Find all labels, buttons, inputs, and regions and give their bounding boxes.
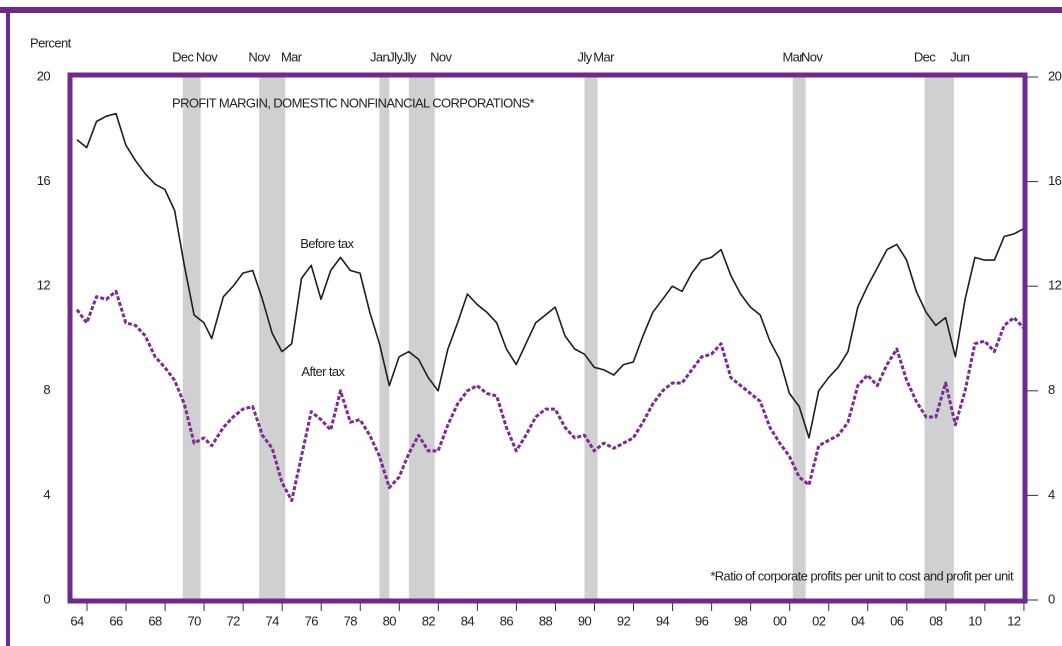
recession-end-label: Jly: [388, 49, 403, 64]
x-tick-label: 78: [344, 613, 358, 628]
y2-tick-label: 20: [1048, 68, 1062, 83]
series-line: [75, 289, 1025, 503]
recession-end-label: Jun: [950, 49, 970, 64]
recession-end-label: Nov: [430, 49, 452, 64]
x-tick-label: 02: [812, 613, 826, 628]
x-tick-label: 70: [187, 613, 201, 628]
recession-band: [584, 73, 598, 603]
recession-end-label: Nov: [196, 49, 218, 64]
recession-layer: [182, 73, 954, 603]
chart-title: PROFIT MARGIN, DOMESTIC NONFINANCIAL COR…: [172, 95, 534, 110]
top-border: [0, 7, 1062, 13]
recession-start-label: Dec: [172, 49, 194, 64]
x-tick-label: 76: [305, 613, 319, 628]
recession-start-label: Dec: [914, 49, 936, 64]
y-tick-label: 0: [43, 591, 50, 606]
x-tick-label: 82: [422, 613, 436, 628]
recession-band: [182, 73, 201, 603]
y-axis-label: Percent: [30, 35, 72, 50]
recession-band: [379, 73, 390, 603]
y2-tick-label: 0: [1048, 591, 1055, 606]
x-tick-label: 86: [500, 613, 514, 628]
series-layer: [75, 112, 1025, 503]
recession-end-label: Mar: [593, 49, 615, 64]
y2-tick-label: 12: [1048, 278, 1062, 293]
x-tick-label: 92: [617, 613, 631, 628]
recession-start-label: Jly: [402, 49, 417, 64]
x-tick-label: 72: [227, 613, 241, 628]
recession-band: [792, 73, 806, 603]
recession-start-label: Jly: [577, 49, 592, 64]
x-tick-label: 04: [851, 613, 865, 628]
x-tick-label: 00: [773, 613, 787, 628]
x-tick-label: 90: [578, 613, 592, 628]
y-tick-label: 20: [37, 68, 51, 83]
recession-start-label: Mar: [782, 49, 804, 64]
y2-tick-label: 16: [1048, 173, 1062, 188]
annotation: After tax: [301, 364, 345, 379]
x-tick-label: 84: [461, 613, 475, 628]
x-tick-label: 94: [656, 613, 670, 628]
y-tick-label: 12: [37, 278, 51, 293]
x-tick-label: 96: [695, 613, 709, 628]
x-tick-label: 88: [539, 613, 553, 628]
series-line: [76, 112, 1025, 439]
left-border: [6, 7, 10, 646]
y2-tick-label: 8: [1048, 382, 1055, 397]
recession-start-label: Jan: [370, 49, 390, 64]
x-tick-label: 80: [383, 613, 397, 628]
x-tick-label: 10: [968, 613, 982, 628]
x-tick-label: 08: [929, 613, 943, 628]
x-tick-label: 74: [266, 613, 280, 628]
plot-frame: [67, 72, 1028, 604]
x-tick-label: 66: [109, 613, 123, 628]
x-tick-label: 06: [890, 613, 904, 628]
y-tick-label: 8: [43, 382, 50, 397]
recession-band: [259, 73, 286, 603]
y-tick-label: 4: [43, 487, 50, 502]
x-tick-label: 64: [70, 613, 84, 628]
annotation: Before tax: [300, 236, 354, 251]
x-tick-label: 68: [148, 613, 162, 628]
recession-band: [924, 73, 954, 603]
footnote: *Ratio of corporate profits per unit to …: [710, 568, 1014, 583]
recession-start-label: Nov: [248, 49, 270, 64]
x-tick-label: 98: [734, 613, 748, 628]
recession-end-label: Nov: [801, 49, 823, 64]
y-tick-label: 16: [37, 173, 51, 188]
y2-tick-label: 4: [1048, 487, 1055, 502]
recession-band: [408, 73, 435, 603]
x-tick-label: 12: [1007, 613, 1021, 628]
recession-end-label: Mar: [281, 49, 303, 64]
